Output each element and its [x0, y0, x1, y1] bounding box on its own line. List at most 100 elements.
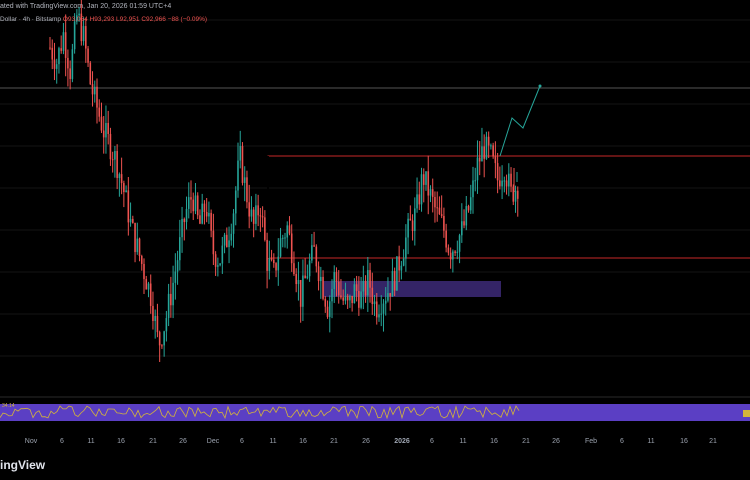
candle-body	[100, 116, 103, 131]
candle-body	[469, 197, 472, 211]
change-value: −88 (−0.09%)	[167, 16, 208, 23]
candle-body	[243, 177, 246, 183]
candle-body	[458, 235, 461, 252]
candle-body	[140, 255, 143, 264]
candle-body	[416, 194, 418, 209]
candle-body	[487, 136, 490, 146]
candle-body	[53, 59, 56, 69]
candle-body	[369, 270, 371, 288]
candle-body	[196, 195, 199, 216]
x-tick-label: 16	[117, 438, 125, 445]
candle-body	[199, 215, 201, 224]
published-caption: ated with TradingView.com, Jan 20, 2026 …	[0, 3, 171, 10]
candle-body	[172, 282, 174, 306]
symbol-label: Dollar · 4h · Bitstamp	[0, 16, 62, 23]
candle-body	[111, 159, 114, 161]
rsi-scale-marker	[743, 410, 750, 417]
candle-body	[181, 218, 183, 238]
candle-body	[185, 208, 188, 223]
candle-body	[443, 215, 445, 231]
candle-body	[499, 180, 501, 187]
candle-body	[161, 345, 163, 347]
candle-body	[474, 180, 477, 182]
candle-body	[501, 180, 503, 187]
candle-body	[452, 251, 454, 260]
x-tick-label: 16	[299, 438, 307, 445]
candle-body	[440, 214, 443, 216]
candle-body	[205, 212, 208, 217]
candle-body	[481, 146, 483, 162]
rsi-band	[0, 404, 750, 421]
demand-zone	[323, 281, 501, 297]
candle-body	[55, 64, 58, 69]
candle-body	[353, 284, 356, 304]
candle-body	[152, 305, 154, 322]
candle-body	[308, 260, 311, 277]
x-tick-label: 16	[490, 438, 498, 445]
x-tick-label: 21	[709, 438, 717, 445]
candle-body	[463, 221, 465, 226]
close-value: C92,966	[141, 16, 166, 23]
x-tick-label: 26	[362, 438, 370, 445]
candle-body	[275, 263, 277, 271]
candle-body	[503, 180, 506, 182]
candle-body	[93, 86, 96, 95]
candle-body	[418, 194, 421, 205]
candle-body	[304, 275, 306, 279]
candle-body	[145, 279, 148, 290]
candle-body	[89, 62, 92, 85]
candle-body	[490, 145, 492, 147]
candle-body	[116, 151, 118, 178]
candle-body	[64, 32, 67, 58]
candle-body	[514, 190, 517, 202]
candle-body	[221, 245, 224, 264]
candle-body	[170, 293, 172, 306]
candle-body	[445, 230, 447, 248]
ohlc-legend: Dollar · 4h · Bitstamp O93,054 H93,293 L…	[0, 16, 207, 23]
candle-body	[174, 271, 177, 283]
x-tick-label: 26	[552, 438, 560, 445]
candle-body	[306, 276, 309, 279]
candle-body	[192, 199, 195, 212]
candle-body	[311, 245, 313, 261]
candle-body	[422, 174, 425, 185]
candle-body	[449, 252, 452, 260]
candle-body	[163, 331, 165, 346]
candle-body	[349, 295, 351, 301]
candle-body	[492, 145, 494, 157]
candle-body	[322, 276, 324, 299]
candle-body	[136, 238, 139, 253]
candle-body	[288, 225, 291, 234]
candle-body	[358, 291, 360, 308]
candle-body	[297, 280, 300, 285]
candle-body	[143, 263, 145, 280]
candle-body	[367, 270, 369, 296]
candle-body	[494, 156, 497, 164]
candle-body	[380, 313, 383, 315]
candle-body	[331, 289, 333, 302]
candle-body	[382, 303, 385, 314]
candle-body	[505, 180, 508, 187]
x-tick-label: 21	[149, 438, 157, 445]
candle-body	[340, 295, 342, 298]
candle-body	[429, 189, 432, 196]
candle-body	[91, 84, 94, 95]
candle-body	[516, 190, 519, 199]
candle-body	[154, 315, 156, 322]
candle-body	[407, 218, 409, 238]
candle-body	[190, 197, 192, 200]
candle-body	[58, 48, 60, 65]
x-tick-label: Feb	[585, 438, 597, 445]
candle-body	[259, 215, 262, 217]
candle-body	[476, 157, 479, 181]
candle-body	[396, 256, 398, 291]
x-tick-label: Dec	[207, 438, 220, 445]
projection-path	[499, 85, 541, 157]
candle-body	[156, 315, 159, 333]
logo-text: ingView	[0, 458, 46, 472]
candle-body	[454, 251, 456, 253]
candle-body	[179, 237, 181, 261]
candle-body	[69, 68, 71, 79]
candle-body	[212, 230, 215, 255]
